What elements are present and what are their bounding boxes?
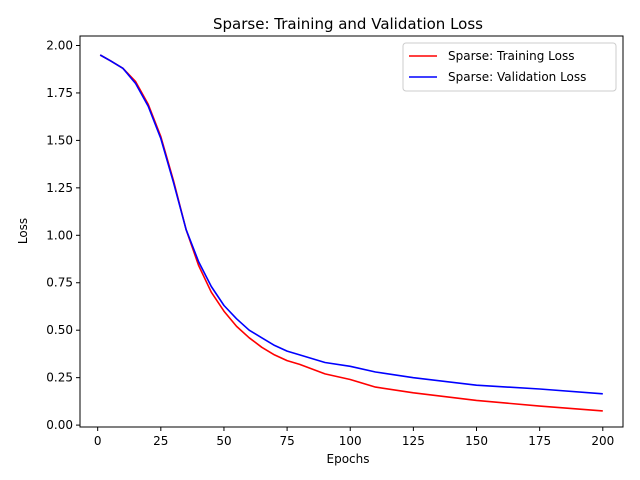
x-axis-label: Epochs [327,452,370,466]
x-tick-label: 50 [216,434,231,448]
y-tick-label: 2.00 [46,38,73,52]
x-tick-label: 100 [339,434,362,448]
x-tick-label: 125 [402,434,425,448]
x-tick-label: 0 [94,434,102,448]
x-tick-label: 150 [465,434,488,448]
x-tick-label: 200 [591,434,614,448]
x-tick-label: 175 [528,434,551,448]
y-tick-label: 0.25 [46,371,73,385]
legend-label-training: Sparse: Training Loss [448,49,575,63]
validation-loss-line [99,54,603,395]
y-tick-label: 1.50 [46,133,73,147]
y-tick-label: 1.75 [46,86,73,100]
legend: Sparse: Training Loss Sparse: Validation… [402,42,617,92]
x-tick-label: 75 [279,434,294,448]
y-tick-label: 0.00 [46,418,73,432]
legend-label-validation: Sparse: Validation Loss [448,70,586,84]
plot-frame [79,35,624,428]
x-tick-label: 25 [153,434,168,448]
y-tick-label: 0.50 [46,323,73,337]
y-axis-label: Loss [16,218,30,244]
x-axis: 0 25 50 75 100 125 150 175 200 [94,427,614,448]
legend-box [402,42,617,92]
chart-title: Sparse: Training and Validation Loss [213,15,483,33]
y-axis: 0.00 0.25 0.50 0.75 1.00 1.25 1.50 1.75 2.00 [46,38,80,432]
plot-area [99,54,603,412]
y-tick-label: 1.25 [46,181,73,195]
y-tick-label: 0.75 [46,276,73,290]
training-loss-line [99,54,603,412]
y-tick-label: 1.00 [46,228,73,242]
